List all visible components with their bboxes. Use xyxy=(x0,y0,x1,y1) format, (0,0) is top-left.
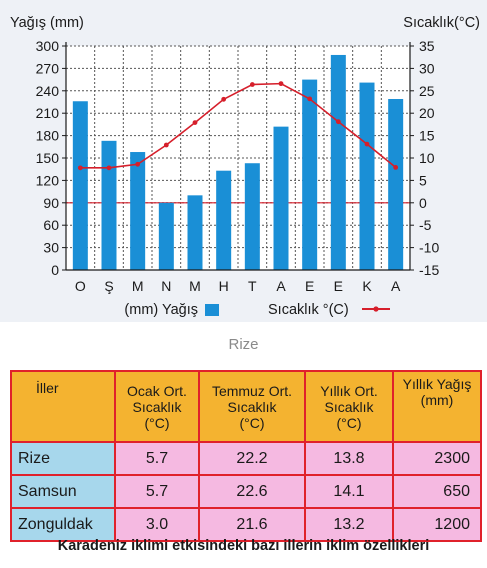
right-tick-label: 30 xyxy=(419,60,435,76)
right-axis-title: Sıcaklık(°C) xyxy=(403,15,480,31)
right-tick-label: 20 xyxy=(419,105,435,121)
table-row: Rize 5.7 22.2 13.8 2300 xyxy=(10,441,482,476)
temperature-line xyxy=(77,81,399,171)
left-tick-label: 270 xyxy=(36,60,60,76)
right-tick-label: 35 xyxy=(419,38,435,54)
city-name: Rize xyxy=(10,441,116,476)
month-label: A xyxy=(391,278,401,294)
temperature-path xyxy=(80,82,397,169)
temperature-point xyxy=(192,120,198,126)
rain-bar xyxy=(130,152,146,270)
right-tick-label: 0 xyxy=(419,195,427,211)
axes: 0 30 60 90 120 150 180 210 240 270 300 -15 -10 -5 0 5 10… xyxy=(36,38,440,294)
jul-temp-value: 22.6 xyxy=(198,474,306,509)
jul-temp-value: 21.6 xyxy=(198,507,306,542)
annual-rain-value: 2300 xyxy=(392,441,482,476)
rain-bar xyxy=(388,99,404,270)
temperature-point xyxy=(221,96,227,102)
temperature-point xyxy=(335,119,341,125)
rain-bar xyxy=(302,79,318,270)
left-tick-label: 210 xyxy=(36,105,60,121)
left-tick-label: 90 xyxy=(43,195,59,211)
header-annual-temp: Yıllık Ort. Sıcaklık (°C) xyxy=(304,370,394,443)
annual-temp-value: 13.2 xyxy=(304,507,394,542)
temperature-point xyxy=(106,165,112,171)
grid xyxy=(66,45,410,270)
month-label: H xyxy=(219,278,229,294)
legend-rain-swatch xyxy=(205,304,219,316)
rain-bar xyxy=(359,82,375,270)
annual-rain-value: 650 xyxy=(392,474,482,509)
temperature-point xyxy=(135,161,141,167)
jan-temp-value: 5.7 xyxy=(114,441,200,476)
right-tick-label: -10 xyxy=(419,240,439,256)
month-label: T xyxy=(248,278,257,294)
month-label: A xyxy=(276,278,286,294)
jul-temp-value: 22.2 xyxy=(198,441,306,476)
rain-bar xyxy=(244,163,260,270)
month-label: K xyxy=(362,278,372,294)
left-tick-label: 300 xyxy=(36,38,60,54)
month-label: Ş xyxy=(104,278,113,294)
legend-temp-label: Sıcaklık °(C) xyxy=(268,302,349,318)
temperature-point xyxy=(77,165,83,171)
table-header-row: İller Ocak Ort. Sıcaklık (°C) Temmuz Ort. S… xyxy=(10,370,482,443)
temperature-point xyxy=(278,81,284,87)
climate-table: İller Ocak Ort. Sıcaklık (°C) Temmuz Ort. S… xyxy=(10,370,482,542)
table-caption: Karadeniz iklimi etkisindeki bazı illeri… xyxy=(57,538,430,554)
left-tick-label: 240 xyxy=(36,83,60,99)
left-tick-label: 30 xyxy=(43,240,59,256)
right-tick-label: 10 xyxy=(419,150,435,166)
table-row: Zonguldak 3.0 21.6 13.2 1200 xyxy=(10,507,482,542)
temperature-point xyxy=(364,141,370,147)
city-name: Zonguldak xyxy=(10,507,116,542)
left-tick-label: 180 xyxy=(36,128,60,144)
header-jan-temp: Ocak Ort. Sıcaklık (°C) xyxy=(114,370,200,443)
rain-bar xyxy=(216,170,232,270)
right-tick-label: -5 xyxy=(419,217,432,233)
left-tick-label: 120 xyxy=(36,172,60,188)
right-tick-label: 25 xyxy=(419,83,435,99)
rain-bar xyxy=(158,202,174,270)
rain-bar xyxy=(330,54,346,271)
rain-bars xyxy=(72,54,404,271)
left-tick-label: 60 xyxy=(43,217,59,233)
month-label: E xyxy=(334,278,343,294)
left-tick-label: 0 xyxy=(51,262,59,278)
right-tick-label: 5 xyxy=(419,172,427,188)
legend-temp-marker xyxy=(373,306,379,312)
annual-temp-value: 13.8 xyxy=(304,441,394,476)
left-tick-label: 150 xyxy=(36,150,60,166)
rain-bar xyxy=(187,195,203,270)
right-tick-label: 15 xyxy=(419,128,435,144)
right-tick-label: -15 xyxy=(419,262,439,278)
legend: (mm) Yağış Sıcaklık °(C) xyxy=(124,302,390,318)
rain-bar xyxy=(273,126,289,270)
temperature-point xyxy=(393,165,399,170)
city-name: Samsun xyxy=(10,474,116,509)
rain-bar xyxy=(72,101,88,271)
month-label: M xyxy=(189,278,201,294)
left-axis-title: Yağış (mm) xyxy=(10,15,84,31)
month-label: M xyxy=(132,278,144,294)
month-label: N xyxy=(161,278,171,294)
rain-bar xyxy=(101,140,117,270)
month-label: O xyxy=(75,278,86,294)
legend-rain-label: (mm) Yağış xyxy=(124,302,198,318)
temperature-point xyxy=(307,96,313,102)
table-row: Samsun 5.7 22.6 14.1 650 xyxy=(10,474,482,509)
jan-temp-value: 3.0 xyxy=(114,507,200,542)
annual-temp-value: 14.1 xyxy=(304,474,394,509)
jan-temp-value: 5.7 xyxy=(114,474,200,509)
month-label: E xyxy=(305,278,314,294)
climate-chart: Yağış (mm) Sıcaklık(°C) 0306090120150180… xyxy=(10,15,480,318)
header-annual-rain: Yıllık Yağış (mm) xyxy=(392,370,482,443)
chart-city-caption: Rize xyxy=(228,336,259,353)
annual-rain-value: 1200 xyxy=(392,507,482,542)
header-jul-temp: Temmuz Ort. Sıcaklık (°C) xyxy=(198,370,306,443)
temperature-point xyxy=(249,82,255,87)
temperature-point xyxy=(163,142,169,148)
header-cities: İller xyxy=(10,370,116,443)
